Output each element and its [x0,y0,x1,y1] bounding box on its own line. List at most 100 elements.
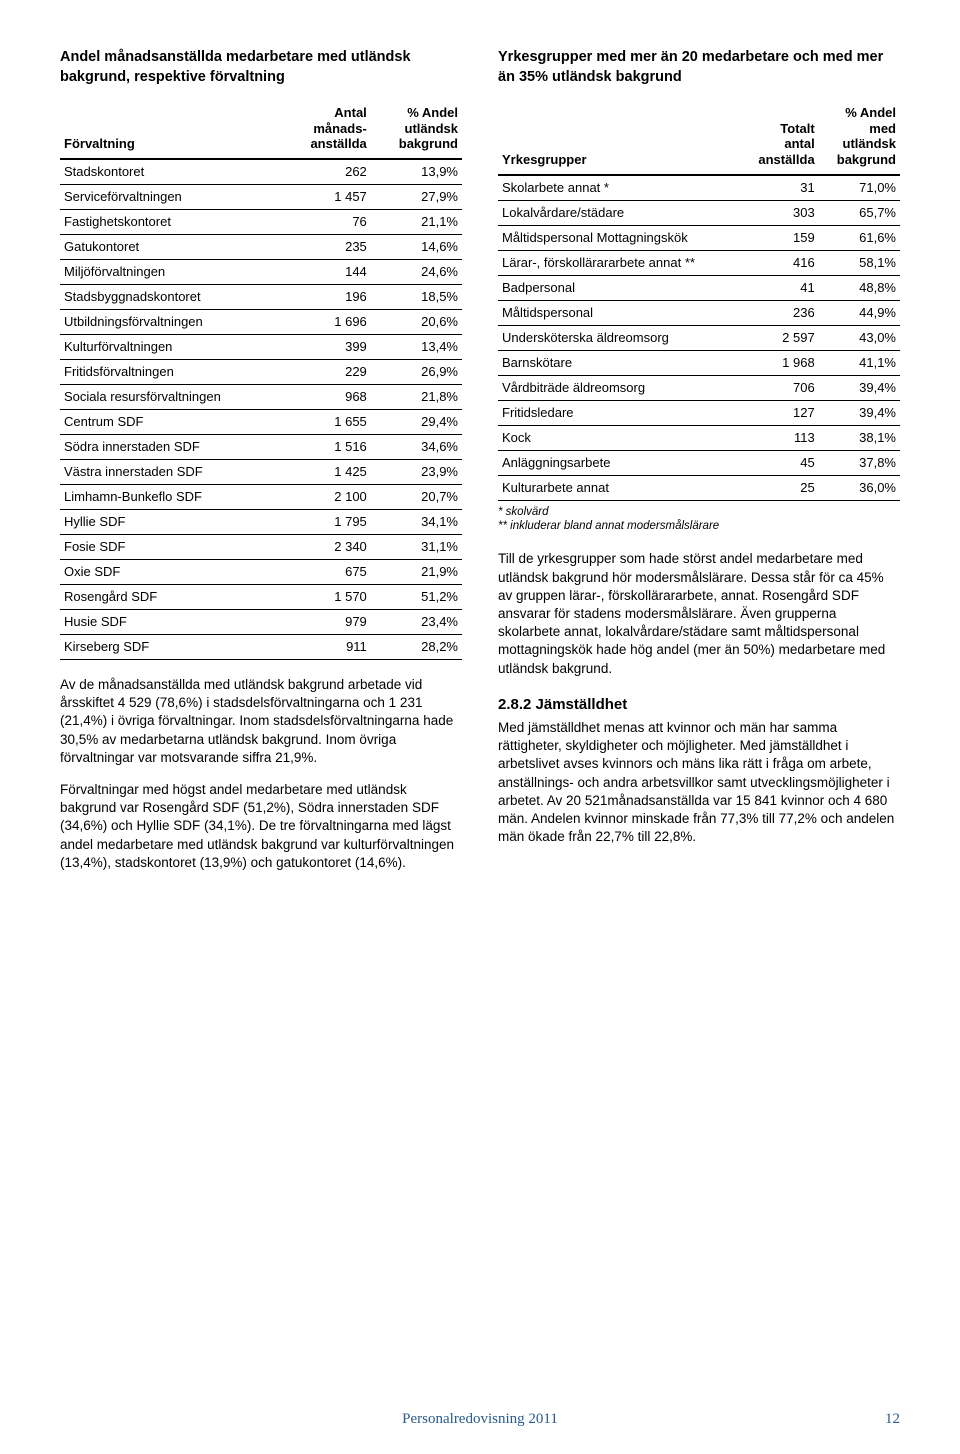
subsection-heading: 2.8.2 Jämställdhet [498,696,900,713]
cell-percent: 61,6% [819,225,900,250]
cell-count: 1 795 [284,509,371,534]
cell-label: Vårdbiträde äldreomsorg [498,375,741,400]
footnote-line: ** inkluderar bland annat modersmålslära… [498,519,900,534]
cell-percent: 65,7% [819,200,900,225]
table-row: Husie SDF97923,4% [60,609,462,634]
cell-count: 229 [284,359,371,384]
cell-count: 196 [284,284,371,309]
cell-label: Limhamn-Bunkeflo SDF [60,484,284,509]
table-row: Centrum SDF1 65529,4% [60,409,462,434]
cell-count: 911 [284,634,371,659]
cell-label: Hyllie SDF [60,509,284,534]
table-row: Fritidsförvaltningen22926,9% [60,359,462,384]
cell-count: 159 [741,225,819,250]
left-table-head: Förvaltning Antal månads- anställda % An… [60,101,462,159]
subsection-paragraph: Med jämställdhet menas att kvinnor och m… [498,719,900,847]
table-row: Sociala resursförvaltningen96821,8% [60,384,462,409]
cell-count: 113 [741,425,819,450]
cell-count: 41 [741,275,819,300]
cell-percent: 28,2% [371,634,462,659]
cell-percent: 41,1% [819,350,900,375]
cell-percent: 13,4% [371,334,462,359]
table-row: Skolarbete annat *3171,0% [498,175,900,201]
cell-count: 25 [741,475,819,500]
table-row: Västra innerstaden SDF1 42523,9% [60,459,462,484]
cell-count: 236 [741,300,819,325]
cell-count: 2 100 [284,484,371,509]
cell-count: 303 [741,200,819,225]
table-row: Undersköterska äldreomsorg2 59743,0% [498,325,900,350]
table-footnote: * skolvärd ** inkluderar bland annat mod… [498,505,900,535]
left-section-title: Andel månadsanställda medarbetare med ut… [60,48,462,87]
cell-percent: 24,6% [371,259,462,284]
cell-percent: 48,8% [819,275,900,300]
cell-percent: 20,7% [371,484,462,509]
table-row: Vårdbiträde äldreomsorg70639,4% [498,375,900,400]
right-section-title: Yrkesgrupper med mer än 20 medarbetare o… [498,48,900,87]
cell-count: 979 [284,609,371,634]
left-th-2: % Andel utländsk bakgrund [371,101,462,159]
cell-percent: 39,4% [819,400,900,425]
cell-count: 144 [284,259,371,284]
cell-label: Kirseberg SDF [60,634,284,659]
table-row: Stadsbyggnadskontoret19618,5% [60,284,462,309]
table-row: Kulturarbete annat2536,0% [498,475,900,500]
cell-label: Anläggningsarbete [498,450,741,475]
table-row: Fosie SDF2 34031,1% [60,534,462,559]
right-th-0: Yrkesgrupper [498,101,741,174]
cell-percent: 21,8% [371,384,462,409]
left-th-0: Förvaltning [60,101,284,159]
cell-count: 45 [741,450,819,475]
table-row: Hyllie SDF1 79534,1% [60,509,462,534]
cell-percent: 26,9% [371,359,462,384]
cell-count: 416 [741,250,819,275]
cell-label: Måltidspersonal [498,300,741,325]
cell-percent: 23,9% [371,459,462,484]
cell-percent: 43,0% [819,325,900,350]
table-row: Lärar-, förskollärararbete annat **41658… [498,250,900,275]
cell-label: Södra innerstaden SDF [60,434,284,459]
right-th-1: Totalt antal anställda [741,101,819,174]
cell-percent: 36,0% [819,475,900,500]
cell-percent: 39,4% [819,375,900,400]
footer-page-number: 12 [885,1411,900,1428]
cell-percent: 18,5% [371,284,462,309]
cell-label: Undersköterska äldreomsorg [498,325,741,350]
cell-label: Skolarbete annat * [498,175,741,201]
right-th-2: % Andel med utländsk bakgrund [819,101,900,174]
table-row: Lokalvårdare/städare30365,7% [498,200,900,225]
cell-count: 1 457 [284,184,371,209]
cell-percent: 27,9% [371,184,462,209]
table-row: Gatukontoret23514,6% [60,234,462,259]
cell-label: Fastighetskontoret [60,209,284,234]
cell-label: Centrum SDF [60,409,284,434]
left-column: Andel månadsanställda medarbetare med ut… [60,48,462,886]
cell-count: 968 [284,384,371,409]
cell-label: Kulturarbete annat [498,475,741,500]
cell-count: 1 696 [284,309,371,334]
two-column-layout: Andel månadsanställda medarbetare med ut… [60,48,900,886]
table-row: Stadskontoret26213,9% [60,159,462,185]
left-paragraph: Av de månadsanställda med utländsk bakgr… [60,676,462,767]
table-row: Miljöförvaltningen14424,6% [60,259,462,284]
left-body-text: Av de månadsanställda med utländsk bakgr… [60,676,462,872]
table-row: Utbildningsförvaltningen1 69620,6% [60,309,462,334]
right-table-head: Yrkesgrupper Totalt antal anställda % An… [498,101,900,174]
cell-percent: 20,6% [371,309,462,334]
table-row: Anläggningsarbete4537,8% [498,450,900,475]
right-table-body: Skolarbete annat *3171,0%Lokalvårdare/st… [498,175,900,501]
cell-label: Stadskontoret [60,159,284,185]
cell-count: 127 [741,400,819,425]
cell-count: 1 968 [741,350,819,375]
cell-count: 235 [284,234,371,259]
left-th-1: Antal månads- anställda [284,101,371,159]
table-row: Barnskötare1 96841,1% [498,350,900,375]
cell-count: 262 [284,159,371,185]
cell-percent: 21,9% [371,559,462,584]
cell-label: Miljöförvaltningen [60,259,284,284]
cell-label: Kock [498,425,741,450]
table-row: Badpersonal4148,8% [498,275,900,300]
page: Andel månadsanställda medarbetare med ut… [0,0,960,1454]
cell-percent: 51,2% [371,584,462,609]
cell-label: Badpersonal [498,275,741,300]
